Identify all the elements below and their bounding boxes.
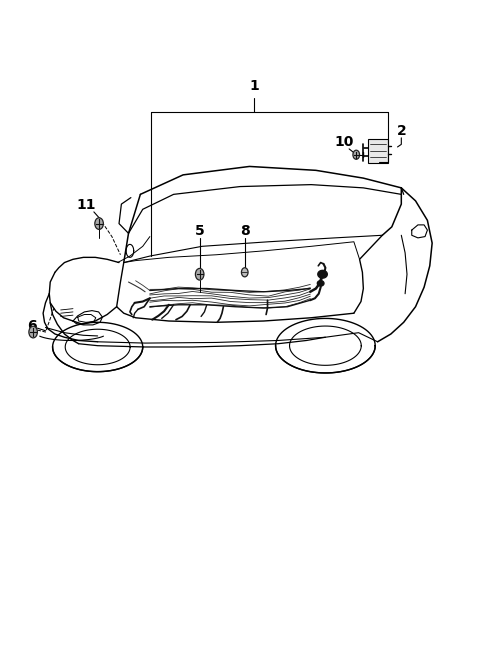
Text: 2: 2 xyxy=(396,124,406,138)
Text: 1: 1 xyxy=(249,79,259,93)
Text: 11: 11 xyxy=(76,198,96,212)
Bar xyxy=(368,138,387,163)
Circle shape xyxy=(353,150,360,159)
Text: 5: 5 xyxy=(195,225,204,238)
Circle shape xyxy=(29,326,37,338)
Text: 10: 10 xyxy=(335,136,354,149)
Polygon shape xyxy=(317,280,324,286)
Text: 6: 6 xyxy=(27,319,37,333)
Circle shape xyxy=(195,269,204,280)
Circle shape xyxy=(241,268,248,277)
Polygon shape xyxy=(318,271,327,278)
Circle shape xyxy=(95,217,103,229)
Text: 8: 8 xyxy=(240,225,250,238)
